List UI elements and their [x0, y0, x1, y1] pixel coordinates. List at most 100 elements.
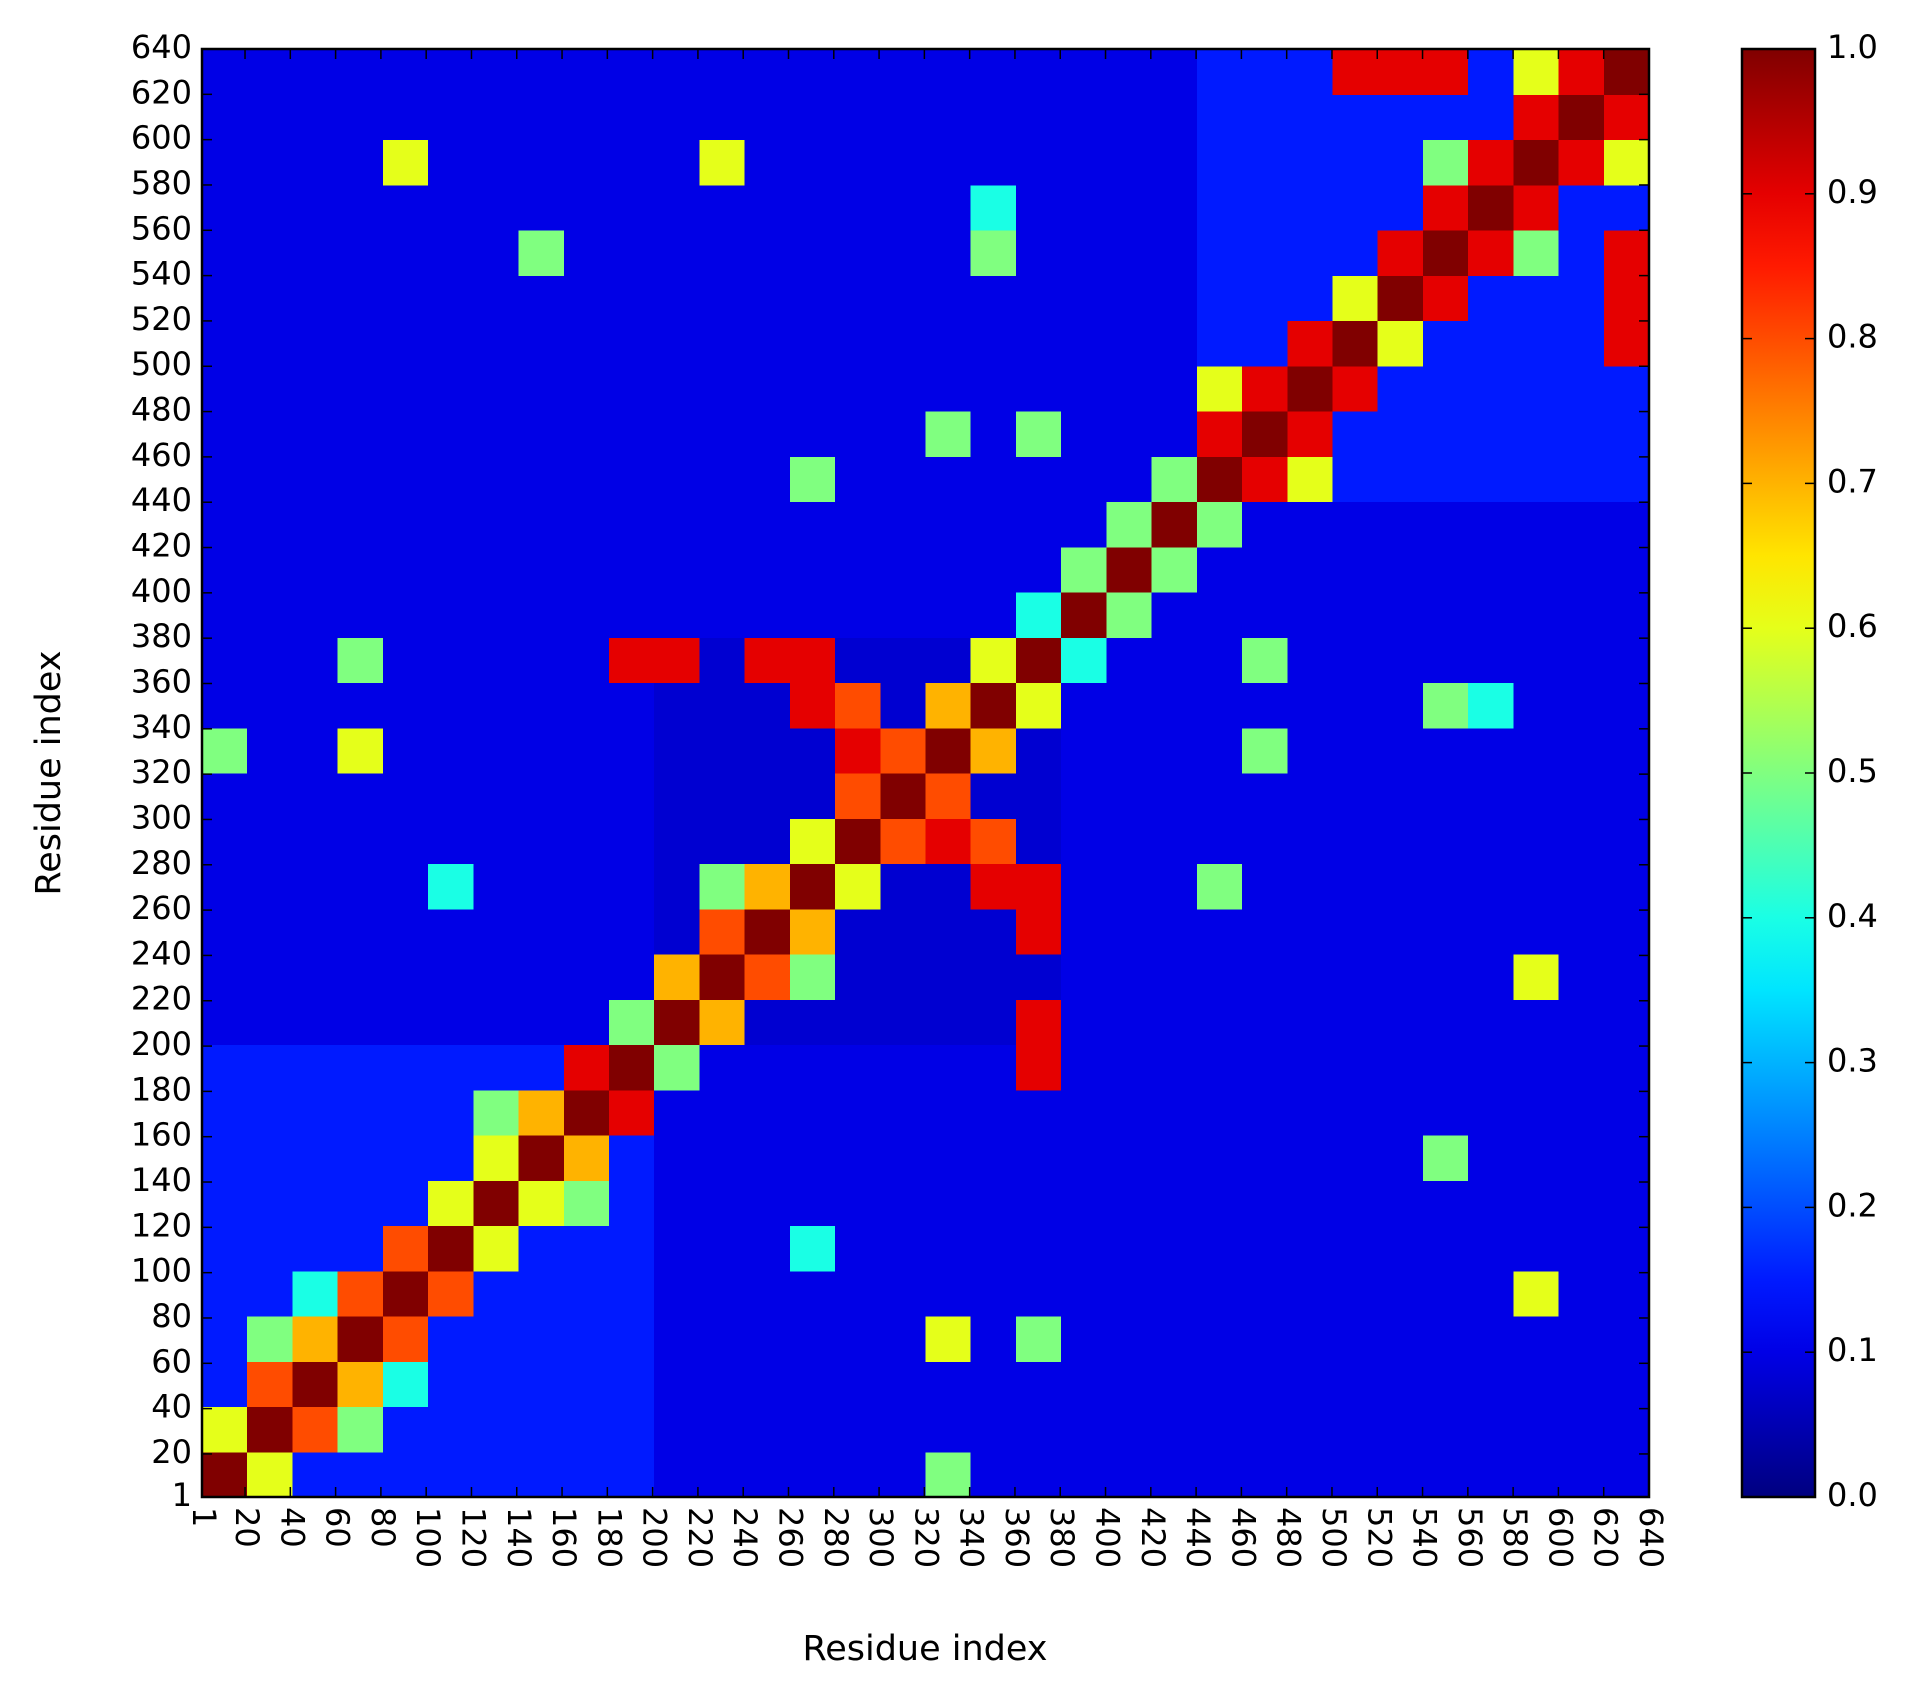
heatmap-cell: [970, 954, 1017, 1000]
heatmap-cell: [292, 999, 339, 1045]
heatmap-cell: [202, 1135, 248, 1181]
heatmap-cell: [925, 230, 972, 276]
heatmap-cell: [1061, 1135, 1107, 1181]
heatmap-cell: [563, 1225, 610, 1272]
heatmap-cell: [1513, 637, 1560, 683]
heatmap-cell: [1513, 592, 1560, 638]
heatmap-cell: [1015, 954, 1062, 1000]
heatmap-cell: [1287, 501, 1333, 548]
heatmap-cell: [1558, 727, 1605, 774]
heatmap-cell: [1603, 1270, 1650, 1317]
heatmap-cell: [1513, 727, 1560, 774]
heatmap-cell: [608, 1180, 655, 1226]
heatmap-cell: [518, 592, 565, 638]
heatmap-cell: [1377, 1135, 1424, 1181]
heatmap-cell: [1468, 546, 1514, 593]
heatmap-cell: [518, 1089, 565, 1136]
heatmap-cell: [925, 1316, 972, 1362]
x-tick-label: 420: [1134, 1507, 1172, 1568]
heatmap-cell: [1015, 592, 1062, 638]
heatmap-cell: [925, 1270, 972, 1317]
heatmap-cell: [835, 727, 881, 774]
heatmap-cell: [1603, 184, 1650, 231]
heatmap-cell: [744, 863, 791, 910]
heatmap-cell: [1558, 863, 1605, 910]
heatmap-cell: [880, 365, 926, 412]
heatmap-cell: [1061, 1044, 1107, 1091]
heatmap-cell: [428, 773, 474, 819]
heatmap-cell: [608, 411, 655, 457]
heatmap-cell: [563, 1406, 610, 1453]
heatmap-cell: [292, 1089, 339, 1136]
heatmap-cell: [1106, 1316, 1153, 1362]
heatmap-cell: [1377, 456, 1424, 502]
heatmap-cell: [337, 1406, 384, 1453]
heatmap-cell: [608, 1135, 655, 1181]
heatmap-cell: [1061, 456, 1107, 502]
heatmap-cell: [1242, 1316, 1288, 1362]
heatmap-cell: [382, 365, 429, 412]
heatmap-cell: [789, 275, 836, 321]
heatmap-cell: [292, 773, 339, 819]
heatmap-cell: [925, 818, 972, 864]
x-tick-label: 140: [500, 1507, 538, 1568]
heatmap-cell: [1558, 637, 1605, 683]
heatmap-cell: [835, 773, 881, 819]
heatmap-cell: [744, 456, 791, 502]
heatmap-cell: [382, 637, 429, 683]
heatmap-cell: [382, 773, 429, 819]
heatmap-cell: [202, 546, 248, 593]
heatmap-cell: [518, 682, 565, 729]
heatmap-cell: [518, 546, 565, 593]
x-tick-label: 20: [228, 1507, 266, 1548]
heatmap-cell: [1015, 637, 1062, 683]
heatmap-cell: [202, 1316, 248, 1362]
heatmap-cell: [1332, 592, 1379, 638]
heatmap-cell: [1558, 230, 1605, 276]
heatmap-cell: [202, 320, 248, 367]
heatmap-cell: [428, 1135, 474, 1181]
heatmap-cell: [1196, 1406, 1243, 1453]
heatmap-cell: [1603, 94, 1650, 140]
heatmap-cell: [292, 456, 339, 502]
heatmap-cell: [1287, 682, 1333, 729]
colorbar-tick-label: 0.8: [1827, 318, 1878, 356]
heatmap-cell: [247, 1406, 293, 1453]
heatmap-cell: [835, 818, 881, 864]
heatmap-cell: [789, 49, 836, 95]
heatmap-cell: [1558, 818, 1605, 864]
heatmap-cell: [608, 1089, 655, 1136]
heatmap-cell: [1015, 999, 1062, 1045]
heatmap-cell: [1422, 1316, 1469, 1362]
heatmap-cell: [1196, 1225, 1243, 1272]
heatmap-cell: [1513, 1135, 1560, 1181]
heatmap-cell: [1196, 411, 1243, 457]
heatmap-cell: [880, 94, 926, 140]
heatmap-cell: [1377, 1270, 1424, 1317]
heatmap-cell: [1558, 501, 1605, 548]
heatmap-cell: [1332, 365, 1379, 412]
heatmap-cell: [1151, 49, 1198, 95]
heatmap-cell: [835, 637, 881, 683]
heatmap-cell: [337, 275, 384, 321]
heatmap-cell: [518, 773, 565, 819]
heatmap-cell: [1603, 1044, 1650, 1091]
heatmap-cell: [835, 954, 881, 1000]
heatmap-cell: [518, 999, 565, 1045]
heatmap-cell: [608, 863, 655, 910]
heatmap-cell: [428, 275, 474, 321]
x-tick-label: 60: [319, 1507, 357, 1548]
heatmap-cell: [202, 365, 248, 412]
heatmap-cell: [1287, 592, 1333, 638]
heatmap-cell: [428, 230, 474, 276]
heatmap-cell: [1061, 501, 1107, 548]
heatmap-cell: [473, 1406, 520, 1453]
heatmap-cell: [428, 1044, 474, 1091]
heatmap-cell: [473, 1044, 520, 1091]
heatmap-cell: [744, 365, 791, 412]
heatmap-cell: [835, 320, 881, 367]
heatmap-cell: [880, 637, 926, 683]
heatmap-cell: [1151, 1451, 1198, 1498]
heatmap-cell: [1015, 1361, 1062, 1407]
heatmap-cell: [202, 637, 248, 683]
